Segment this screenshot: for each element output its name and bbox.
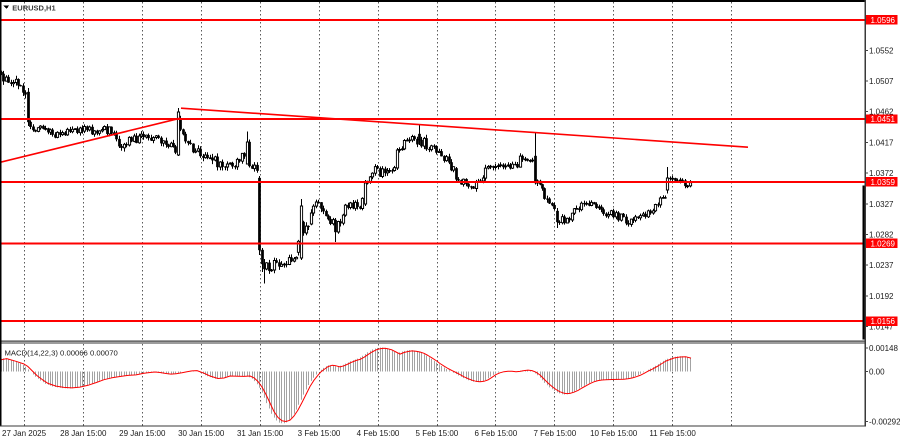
svg-text:-0.00292: -0.00292 — [869, 417, 900, 426]
svg-text:30 Jan 15:00: 30 Jan 15:00 — [178, 429, 225, 438]
svg-text:28 Jan 15:00: 28 Jan 15:00 — [60, 429, 107, 438]
svg-text:31 Jan 15:00: 31 Jan 15:00 — [237, 429, 284, 438]
svg-text:1.0596: 1.0596 — [871, 16, 896, 25]
svg-text:1.0269: 1.0269 — [871, 239, 896, 248]
svg-text:1.0147: 1.0147 — [869, 322, 894, 331]
svg-text:1.0507: 1.0507 — [869, 77, 894, 86]
svg-text:EURUSD,H1: EURUSD,H1 — [12, 3, 55, 12]
svg-text:1.0192: 1.0192 — [869, 292, 894, 301]
svg-text:0.00: 0.00 — [869, 368, 885, 377]
svg-text:7 Feb 15:00: 7 Feb 15:00 — [533, 429, 576, 438]
svg-text:1.0372: 1.0372 — [869, 169, 894, 178]
svg-text:1.0417: 1.0417 — [869, 138, 894, 147]
svg-text:1.0451: 1.0451 — [871, 115, 896, 124]
svg-text:1.0156: 1.0156 — [871, 317, 896, 326]
svg-text:1.0552: 1.0552 — [869, 46, 894, 55]
svg-text:5 Feb 15:00: 5 Feb 15:00 — [416, 429, 459, 438]
svg-text:4 Feb 15:00: 4 Feb 15:00 — [357, 429, 400, 438]
svg-text:1.0359: 1.0359 — [871, 178, 896, 187]
svg-text:MACD(14,22,3) 0.00066 0.00070: MACD(14,22,3) 0.00066 0.00070 — [5, 349, 118, 358]
svg-text:0.00148: 0.00148 — [869, 344, 898, 353]
svg-text:27 Jan 2025: 27 Jan 2025 — [2, 429, 47, 438]
svg-text:29 Jan 15:00: 29 Jan 15:00 — [119, 429, 166, 438]
svg-text:1.0462: 1.0462 — [869, 108, 894, 117]
svg-text:1.0282: 1.0282 — [869, 230, 894, 239]
svg-text:1.0327: 1.0327 — [869, 200, 894, 209]
svg-text:3 Feb 15:00: 3 Feb 15:00 — [298, 429, 341, 438]
svg-text:6 Feb 15:00: 6 Feb 15:00 — [474, 429, 517, 438]
svg-text:11 Feb 15:00: 11 Feb 15:00 — [649, 429, 696, 438]
svg-text:1.0237: 1.0237 — [869, 261, 894, 270]
svg-text:10 Feb 15:00: 10 Feb 15:00 — [590, 429, 638, 438]
